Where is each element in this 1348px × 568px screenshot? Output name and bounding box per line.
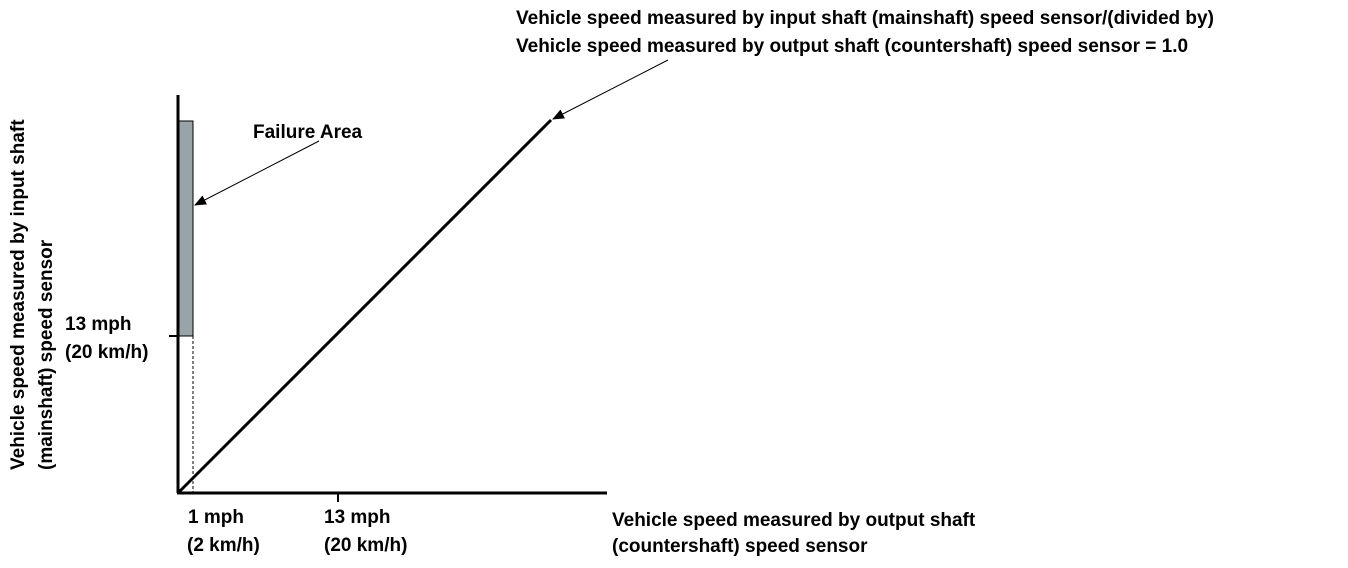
- ratio-arrow: [552, 59, 669, 120]
- x-axis-label-line1: Vehicle speed measured by output shaft: [612, 510, 976, 531]
- x-tick1-label-mph: 1 mph: [188, 507, 244, 528]
- x-axis-label-line2: (countershaft) speed sensor: [612, 536, 868, 557]
- x-tick1-label-kmh: (2 km/h): [187, 535, 260, 556]
- failure-area-label: Failure Area: [253, 122, 363, 143]
- y-tick-label-mph: 13 mph: [65, 314, 132, 335]
- x-tick2-label-kmh: (20 km/h): [324, 535, 408, 556]
- failure-area-bar: [177, 120, 194, 337]
- failure-area-arrow: [194, 140, 320, 206]
- ratio-line: [176, 118, 553, 495]
- ratio-annotation-line2: Vehicle speed measured by output shaft (…: [516, 36, 1189, 57]
- ratio-annotation-line1: Vehicle speed measured by input shaft (m…: [516, 8, 1214, 29]
- x-tick2-label-mph: 13 mph: [324, 507, 391, 528]
- y-tick-label-kmh: (20 km/h): [65, 342, 149, 363]
